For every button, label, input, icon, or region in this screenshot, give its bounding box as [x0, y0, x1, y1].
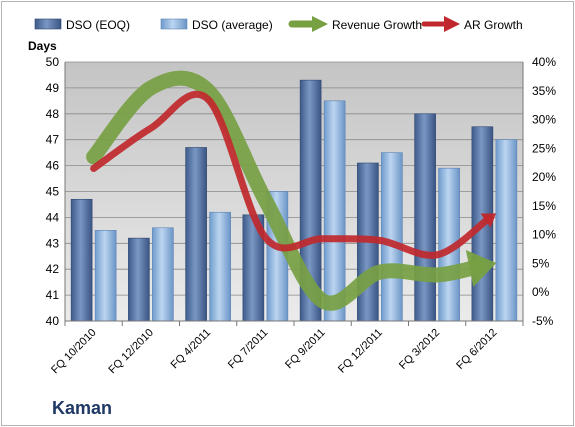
y2-tick-label: 35% — [532, 84, 556, 98]
bar-dso-average — [152, 227, 174, 322]
y-tick-label: 45 — [46, 185, 60, 199]
bar-dso-average — [381, 152, 403, 322]
bar-dso-average — [94, 230, 117, 322]
x-tick-label: FQ 12/2011 — [336, 327, 385, 376]
y-tick-label: 49 — [46, 81, 60, 95]
bar-dso-eoq — [185, 147, 207, 322]
y2-tick-label: 15% — [532, 199, 556, 213]
legend-swatch-dso-eoq — [34, 18, 62, 30]
x-tick-label: FQ 12/2010 — [106, 327, 156, 377]
y-tick-label: 41 — [46, 288, 60, 302]
x-tick-label: FQ 6/2012 — [454, 327, 499, 372]
y2-tick-label: 0% — [532, 285, 550, 299]
y-tick-label: 43 — [46, 236, 60, 250]
y2-tick-label: 10% — [532, 228, 556, 242]
company-name: Kaman — [52, 398, 113, 418]
y2-tick-label: 40% — [532, 55, 556, 69]
bar-dso-eoq — [70, 198, 93, 322]
arrowhead-revenue-growth — [465, 250, 497, 287]
x-tick-label: FQ 4/2011 — [169, 327, 214, 372]
y-tick-label: 50 — [46, 55, 60, 69]
legend-label-dso-eoq: DSO (EOQ) — [66, 18, 130, 32]
legend-arrow-revenue-growth — [312, 16, 328, 32]
y2-tick-label: 30% — [532, 113, 556, 127]
legend-label-revenue-growth: Revenue Growth — [332, 18, 422, 32]
x-tick-label: FQ 9/2011 — [283, 327, 328, 372]
legend-label-ar-growth: AR Growth — [464, 18, 523, 32]
y-tick-label: 40 — [46, 314, 60, 328]
legend-swatch-dso-average — [160, 18, 188, 30]
y-tick-label: 47 — [46, 133, 60, 147]
y2-tick-label: -5% — [532, 314, 554, 328]
y-axis-title: Days — [28, 39, 57, 53]
y-tick-label: 42 — [46, 262, 60, 276]
y-tick-label: 44 — [46, 210, 60, 224]
arrowhead-ar-growth — [480, 213, 497, 228]
line-ar-growth — [90, 90, 492, 259]
bar-dso-average — [323, 100, 346, 322]
bar-dso-eoq — [128, 237, 150, 322]
legend-label-dso-average: DSO (average) — [192, 18, 273, 32]
legend-arrow-ar-growth — [444, 16, 460, 32]
bar-dso-average — [209, 211, 231, 322]
y-tick-label: 46 — [46, 159, 60, 173]
y2-tick-label: 20% — [532, 170, 556, 184]
bar-dso-average — [495, 139, 518, 322]
y-tick-label: 48 — [46, 107, 60, 121]
y2-tick-label: 5% — [532, 256, 550, 270]
line-revenue-growth — [86, 70, 487, 311]
x-tick-label: FQ 10/2010 — [49, 327, 99, 377]
y2-tick-label: 25% — [532, 141, 556, 155]
x-tick-label: FQ 7/2011 — [226, 327, 271, 372]
bar-dso-eoq — [414, 113, 436, 322]
x-tick-label: FQ 3/2012 — [397, 327, 442, 372]
